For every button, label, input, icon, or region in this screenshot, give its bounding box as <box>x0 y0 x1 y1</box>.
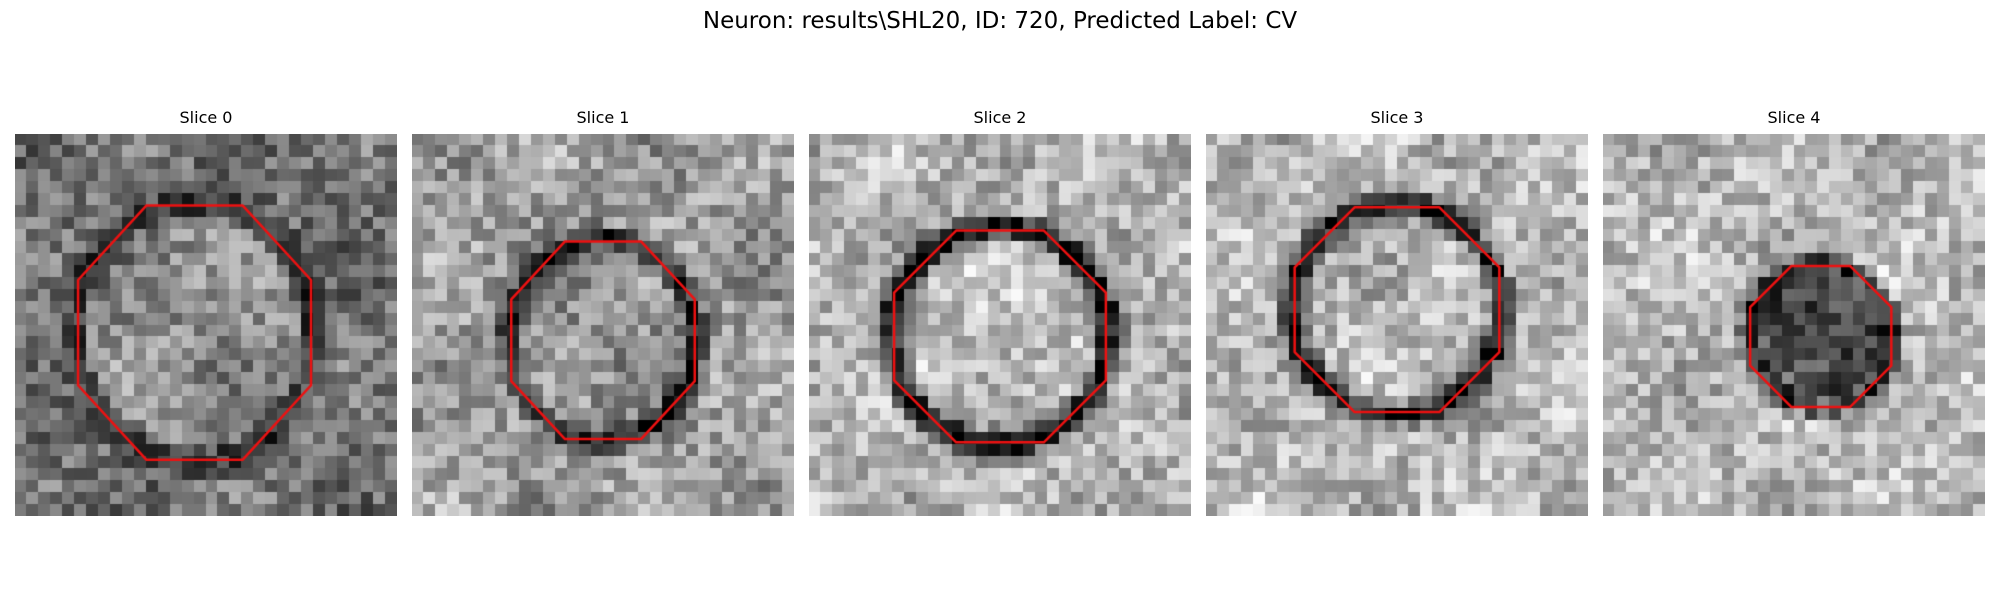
slice-panel-4: Slice 4 <box>1603 108 1985 516</box>
slice-title-1: Slice 1 <box>576 108 630 127</box>
slice-title-3: Slice 3 <box>1370 108 1424 127</box>
slice-image-4 <box>1603 134 1985 516</box>
slice-panel-0: Slice 0 <box>15 108 397 516</box>
slice-image-0 <box>15 134 397 516</box>
slice-image-2 <box>809 134 1191 516</box>
slice-panel-3: Slice 3 <box>1206 108 1588 516</box>
figure-title: Neuron: results\SHL20, ID: 720, Predicte… <box>702 8 1298 34</box>
slice-image-1 <box>412 134 794 516</box>
slice-title-2: Slice 2 <box>973 108 1027 127</box>
slice-title-4: Slice 4 <box>1767 108 1821 127</box>
slice-title-0: Slice 0 <box>179 108 233 127</box>
slice-panel-1: Slice 1 <box>412 108 794 516</box>
slice-image-3 <box>1206 134 1588 516</box>
slice-panel-2: Slice 2 <box>809 108 1191 516</box>
